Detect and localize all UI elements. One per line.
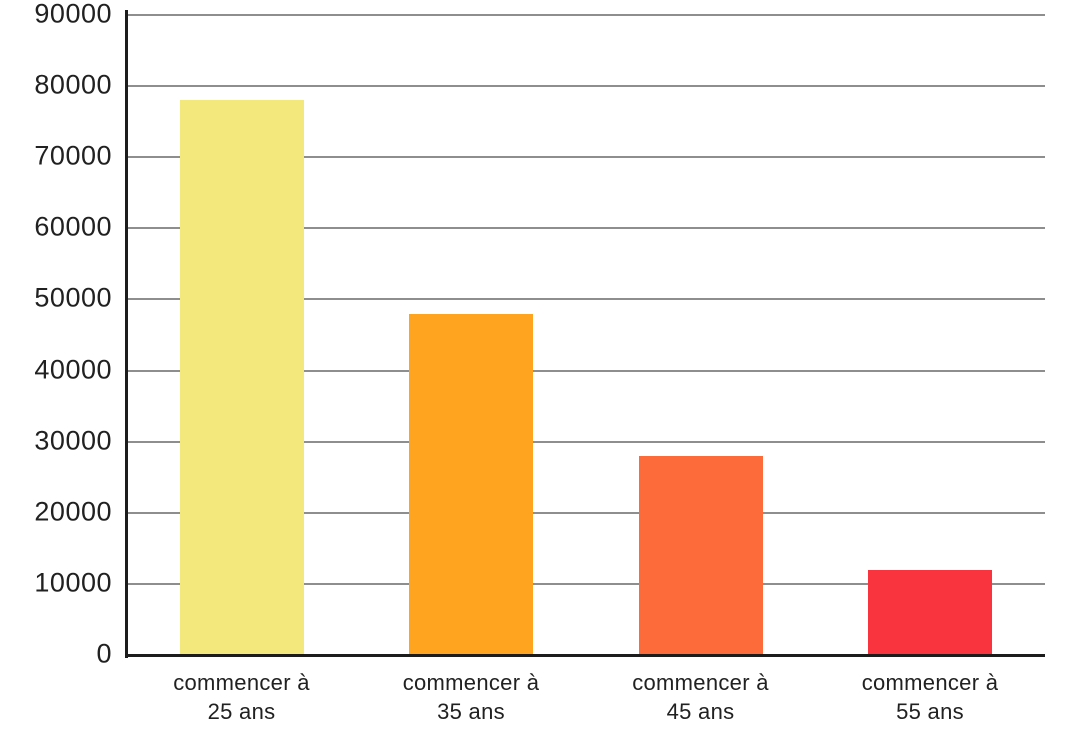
y-axis-line — [125, 10, 128, 658]
gridline-50000 — [127, 298, 1045, 301]
bar-slot-1 — [127, 15, 356, 655]
x-axis-line — [125, 654, 1045, 657]
gridline-90000 — [127, 14, 1045, 16]
gridline-40000 — [127, 369, 1045, 372]
bar-commencer-à-35-ans — [409, 313, 533, 655]
gridline-30000 — [127, 440, 1045, 443]
y-tick-label-10000: 10000 — [34, 567, 112, 598]
x-category-label-line: 45 ans — [666, 699, 735, 724]
bar-commencer-à-45-ans — [638, 455, 763, 655]
y-tick-label-40000: 40000 — [34, 354, 112, 385]
x-category-label-line: 55 ans — [896, 699, 964, 724]
bar-commencer-à-25-ans — [179, 100, 304, 655]
y-tick-label-50000: 50000 — [34, 283, 112, 314]
x-category-label-line: commencer à — [402, 670, 540, 695]
x-category-label-line: commencer à — [861, 670, 999, 695]
x-category-label-line: 35 ans — [437, 699, 505, 724]
y-tick-label-60000: 60000 — [34, 211, 112, 242]
gridline-20000 — [127, 511, 1045, 514]
x-category-label-line: commencer à — [632, 670, 769, 695]
x-category-label-line: commencer à — [173, 670, 310, 695]
bar-slot-2 — [357, 15, 586, 655]
y-tick-label-30000: 30000 — [34, 425, 112, 456]
gridline-60000 — [127, 227, 1045, 230]
y-tick-label-20000: 20000 — [34, 496, 112, 527]
x-category-label-4: commencer à 55 ans — [816, 668, 1045, 726]
x-category-label-3: commencer à 45 ans — [586, 668, 815, 726]
y-tick-label-70000: 70000 — [34, 140, 112, 171]
gridline-80000 — [127, 85, 1045, 88]
x-category-label-2: commencer à 35 ans — [357, 668, 586, 726]
bar-slot-4 — [816, 15, 1045, 655]
x-category-label-line: 25 ans — [207, 699, 276, 724]
bar-slot-3 — [586, 15, 815, 655]
bar-commencer-à-55-ans — [868, 569, 992, 655]
plot-area — [127, 14, 1045, 655]
y-tick-label-0: 0 — [96, 638, 112, 669]
gridline-10000 — [127, 582, 1045, 585]
gridline-70000 — [127, 156, 1045, 159]
x-category-label-1: commencer à 25 ans — [127, 668, 356, 726]
y-tick-label-80000: 80000 — [34, 69, 112, 100]
y-tick-label-90000: 90000 — [34, 0, 112, 29]
